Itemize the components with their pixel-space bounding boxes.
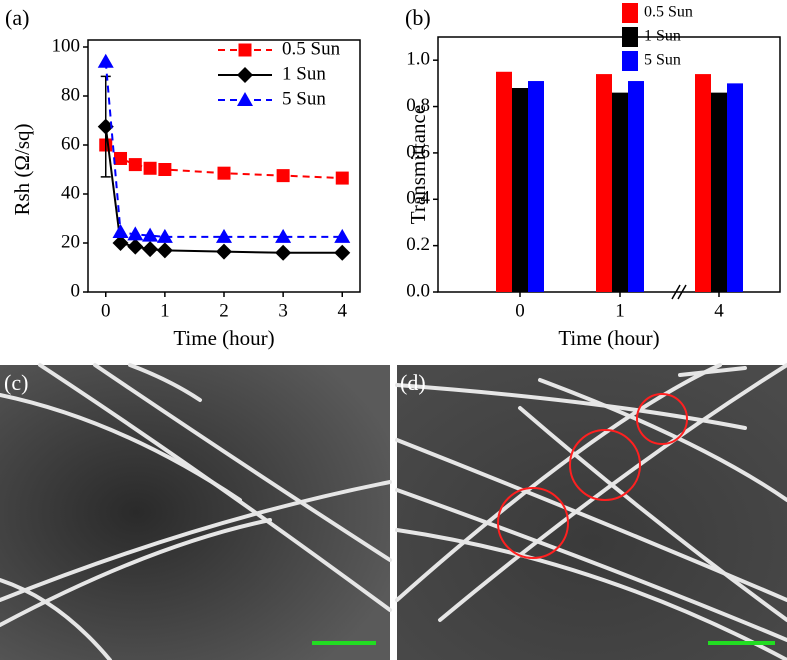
y-axis-label: Transmittance <box>406 105 430 224</box>
x-tick-label: 2 <box>219 300 229 321</box>
marker <box>142 241 159 258</box>
x-tick-label: 3 <box>278 300 288 321</box>
x-tick-label: 1 <box>160 300 170 321</box>
bar <box>528 81 544 292</box>
bar <box>612 92 628 293</box>
marker <box>143 161 157 175</box>
marker <box>156 228 173 243</box>
x-tick-label: 0 <box>515 300 525 321</box>
bar <box>512 88 528 292</box>
x-tick-label: 1 <box>615 300 625 321</box>
marker <box>238 43 252 57</box>
y-tick-label: 0.6 <box>406 141 430 162</box>
y-tick-label: 0.4 <box>406 188 430 209</box>
x-tick-label: 4 <box>338 300 348 321</box>
bar <box>496 71 512 292</box>
x-tick-label: 4 <box>714 300 724 321</box>
y-tick-label: 80 <box>61 84 80 105</box>
series-line <box>105 144 343 180</box>
marker <box>114 151 128 165</box>
bar <box>695 74 711 292</box>
legend-label: 1 Sun <box>282 63 326 84</box>
y-tick-label: 1.0 <box>406 49 430 70</box>
marker <box>334 244 351 261</box>
legend-swatch <box>622 3 638 23</box>
marker <box>237 67 253 83</box>
marker <box>97 118 114 135</box>
bar <box>596 74 612 292</box>
marker <box>275 228 292 243</box>
marker <box>216 243 232 260</box>
y-tick-label: 20 <box>61 231 80 252</box>
legend-label: 1 Sun <box>644 28 681 45</box>
x-tick-label: 0 <box>101 300 111 321</box>
y-tick-label: 0.0 <box>406 280 430 301</box>
panel-label: (c) <box>4 370 28 395</box>
y-tick-label: 40 <box>61 182 80 203</box>
x-axis-label: Time (hour) <box>173 326 274 350</box>
marker <box>334 228 351 243</box>
legend-swatch <box>622 51 638 71</box>
panel-label: (b) <box>405 5 431 30</box>
legend-label: 5 Sun <box>644 52 681 69</box>
marker <box>127 238 144 255</box>
legend-swatch <box>622 27 638 47</box>
y-tick-label: 60 <box>61 133 80 154</box>
x-axis-label: Time (hour) <box>558 326 659 350</box>
sem-image-c <box>0 363 392 660</box>
marker <box>127 226 144 241</box>
y-tick-label: 100 <box>52 35 81 56</box>
sem-image-d <box>395 363 787 660</box>
marker <box>97 53 114 68</box>
legend-label: 0.5 Sun <box>644 4 693 21</box>
y-tick-label: 0 <box>71 280 81 301</box>
panel-label: (a) <box>5 5 29 30</box>
y-tick-label: 0.2 <box>406 234 430 255</box>
bar <box>727 83 743 292</box>
marker <box>276 169 290 183</box>
legend-label: 5 Sun <box>282 88 326 109</box>
panel-label: (d) <box>400 370 426 395</box>
marker <box>112 235 129 251</box>
marker <box>237 92 253 106</box>
marker <box>275 244 292 261</box>
y-tick-label: 0.8 <box>406 95 430 116</box>
marker <box>158 163 172 176</box>
marker <box>216 228 232 243</box>
marker <box>156 242 173 259</box>
marker <box>112 223 129 238</box>
marker <box>128 158 142 172</box>
bar <box>711 92 727 293</box>
marker <box>217 166 231 180</box>
marker <box>335 171 349 185</box>
y-axis-label: Rsh (Ω/sq) <box>10 123 34 215</box>
legend-label: 0.5 Sun <box>282 38 341 59</box>
marker <box>142 227 159 242</box>
bar <box>628 81 644 292</box>
